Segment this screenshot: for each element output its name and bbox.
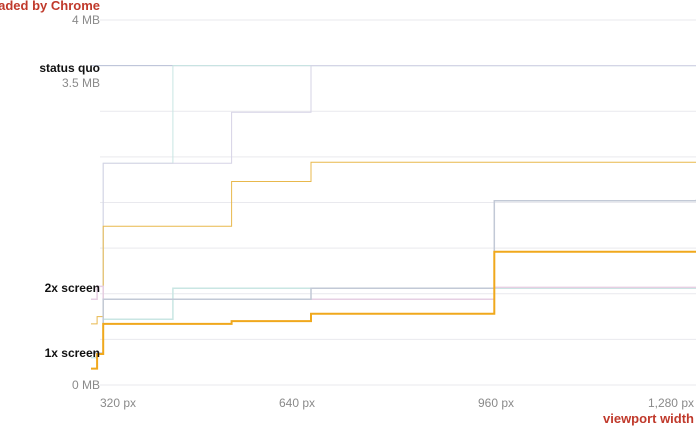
chart-title: loaded by Chrome bbox=[0, 0, 100, 13]
y-tick-label-3-5mb: 3.5 MB bbox=[62, 76, 100, 90]
x-tick-label-640: 640 px bbox=[279, 396, 315, 410]
y-tick-label-0mb: 0 MB bbox=[72, 378, 100, 392]
annotation-2x-screen: 2x screen bbox=[45, 281, 100, 295]
annotation-status-quo: status quo bbox=[39, 61, 100, 75]
series-line-6 bbox=[91, 199, 696, 354]
series-line-2 bbox=[91, 65, 696, 354]
series-line-3 bbox=[91, 161, 696, 325]
series-line-1 bbox=[91, 65, 696, 354]
annotation-1x-screen: 1x screen bbox=[45, 346, 100, 360]
series-line-7 bbox=[91, 250, 696, 370]
series-lines bbox=[91, 65, 696, 370]
x-tick-label-320: 320 px bbox=[100, 396, 136, 410]
x-tick-label-1280: 1,280 px bbox=[648, 396, 694, 410]
x-tick-label-960: 960 px bbox=[478, 396, 514, 410]
gridlines bbox=[100, 19, 696, 386]
y-tick-label-4mb: 4 MB bbox=[72, 13, 100, 27]
x-axis-label: viewport width bbox=[603, 411, 694, 426]
